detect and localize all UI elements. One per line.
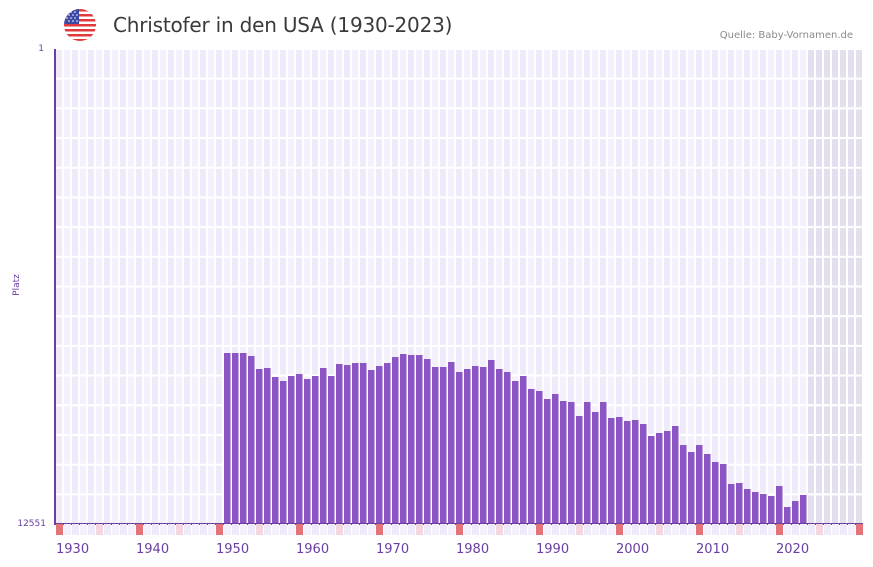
bar-1975[interactable] [416, 355, 423, 524]
bar-2001[interactable] [624, 421, 631, 524]
bar-1991[interactable] [544, 399, 551, 524]
bar-1998[interactable] [600, 402, 607, 524]
bar-2003[interactable] [640, 424, 647, 524]
bar-2013[interactable] [720, 464, 727, 524]
bar-1993[interactable] [560, 401, 567, 524]
bar-1956[interactable] [264, 368, 271, 524]
bar-1985[interactable] [496, 369, 503, 524]
bar-1965[interactable] [336, 364, 343, 524]
bar-1992[interactable] [552, 394, 559, 524]
bar-2019[interactable] [768, 496, 775, 524]
bar-1954[interactable] [248, 356, 255, 524]
x-tick-1970: 1970 [376, 542, 410, 557]
bar-2007[interactable] [672, 426, 679, 524]
bar-1995[interactable] [576, 416, 583, 524]
bar-1964[interactable] [328, 376, 335, 524]
bar-1974[interactable] [408, 355, 415, 524]
bar-1999[interactable] [608, 418, 615, 524]
bar-1968[interactable] [360, 363, 367, 524]
bar-1976[interactable] [424, 359, 431, 524]
bar-1970[interactable] [376, 366, 383, 524]
bar-1973[interactable] [400, 354, 407, 524]
x-tick-1990: 1990 [536, 542, 570, 557]
bar-2011[interactable] [704, 454, 711, 524]
bar-2016[interactable] [744, 489, 751, 524]
bar-2017[interactable] [752, 492, 759, 524]
bar-2018[interactable] [760, 494, 767, 524]
bar-1962[interactable] [312, 376, 319, 524]
bar-chart [56, 50, 862, 524]
us-flag-icon [64, 9, 96, 41]
bar-1953[interactable] [240, 353, 247, 524]
bar-2008[interactable] [680, 445, 687, 524]
bar-1984[interactable] [488, 360, 495, 524]
y-axis-line [54, 49, 56, 525]
bar-1960[interactable] [296, 374, 303, 524]
bar-1957[interactable] [272, 377, 279, 524]
bar-1997[interactable] [592, 412, 599, 524]
x-tick-1960: 1960 [296, 542, 330, 557]
y-tick-bottom: 12551 [17, 519, 46, 529]
x-tick-2010: 2010 [696, 542, 730, 557]
bar-1961[interactable] [304, 379, 311, 524]
bar-1982[interactable] [472, 366, 479, 524]
bar-2010[interactable] [696, 445, 703, 524]
bar-1987[interactable] [512, 381, 519, 524]
bar-1958[interactable] [280, 381, 287, 524]
bar-1978[interactable] [440, 367, 447, 524]
bar-2004[interactable] [648, 436, 655, 524]
bar-1963[interactable] [320, 368, 327, 524]
source-credit: Quelle: Baby-Vornamen.de [719, 30, 853, 41]
bar-1967[interactable] [352, 363, 359, 524]
bar-1988[interactable] [520, 376, 527, 524]
bar-2022[interactable] [792, 501, 799, 524]
bar-2015[interactable] [736, 483, 743, 524]
bar-1951[interactable] [224, 353, 231, 524]
x-tick-1950: 1950 [216, 542, 250, 557]
bar-2023[interactable] [800, 495, 807, 524]
chart-title: Christofer in den USA (1930-2023) [113, 13, 453, 37]
bar-2012[interactable] [712, 462, 719, 524]
x-tick-2020: 2020 [776, 542, 810, 557]
bar-1977[interactable] [432, 367, 439, 524]
bar-1966[interactable] [344, 365, 351, 524]
bar-2021[interactable] [784, 507, 791, 524]
x-tick-1940: 1940 [136, 542, 170, 557]
bar-1952[interactable] [232, 353, 239, 524]
bar-2009[interactable] [688, 452, 695, 524]
bar-1989[interactable] [528, 389, 535, 524]
bar-1979[interactable] [448, 362, 455, 524]
year-markers [56, 524, 863, 535]
bar-1986[interactable] [504, 372, 511, 524]
bar-1980[interactable] [456, 372, 463, 524]
bar-1994[interactable] [568, 402, 575, 524]
bar-1959[interactable] [288, 376, 295, 524]
y-tick-top: 1 [38, 44, 44, 54]
x-tick-1980: 1980 [456, 542, 490, 557]
bar-1969[interactable] [368, 370, 375, 524]
bar-1990[interactable] [536, 391, 543, 524]
x-tick-1930: 1930 [56, 542, 90, 557]
x-tick-2000: 2000 [616, 542, 650, 557]
bar-2006[interactable] [664, 431, 671, 524]
bar-2020[interactable] [776, 486, 783, 524]
bar-2005[interactable] [656, 433, 663, 524]
bar-1981[interactable] [464, 369, 471, 524]
bar-2000[interactable] [616, 417, 623, 524]
bar-2014[interactable] [728, 484, 735, 524]
bar-1955[interactable] [256, 369, 263, 524]
bar-1996[interactable] [584, 402, 591, 524]
y-axis-label: Platz [12, 274, 22, 296]
bar-1972[interactable] [392, 357, 399, 524]
plot-area [55, 49, 863, 524]
bar-1983[interactable] [480, 367, 487, 524]
bar-1971[interactable] [384, 363, 391, 524]
bar-2002[interactable] [632, 420, 639, 524]
